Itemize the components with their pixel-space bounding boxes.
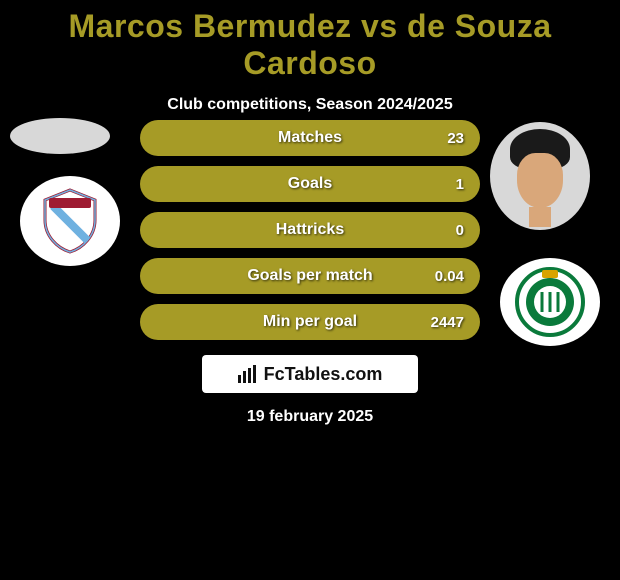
stat-label: Min per goal — [263, 313, 357, 331]
stat-value: 23 — [447, 130, 464, 147]
stat-label: Goals — [288, 175, 332, 193]
stat-value: 0.04 — [435, 268, 464, 285]
comparison-card: Marcos Bermudez vs de Souza Cardoso Club… — [0, 0, 620, 440]
left-player-avatar — [10, 118, 110, 154]
stat-label: Matches — [278, 129, 342, 147]
stat-row-goals: Goals 1 — [140, 166, 480, 202]
stat-value: 1 — [456, 176, 464, 193]
celta-crest-icon — [35, 186, 105, 256]
brand-suffix: Tables.com — [285, 364, 383, 385]
left-club-badge — [20, 176, 120, 266]
stat-row-matches: Matches 23 — [140, 120, 480, 156]
right-player-avatar — [490, 122, 590, 230]
bar-chart-icon — [238, 365, 258, 383]
stat-label: Goals per match — [247, 267, 372, 285]
subtitle: Club competitions, Season 2024/2025 — [0, 96, 620, 114]
page-title: Marcos Bermudez vs de Souza Cardoso — [0, 0, 620, 82]
stat-row-goals-per-match: Goals per match 0.04 — [140, 258, 480, 294]
footer-date: 19 february 2025 — [0, 408, 620, 426]
stat-row-min-per-goal: Min per goal 2447 — [140, 304, 480, 340]
stat-row-hattricks: Hattricks 0 — [140, 212, 480, 248]
stat-value: 0 — [456, 222, 464, 239]
title-text: Marcos Bermudez vs de Souza Cardoso — [69, 8, 552, 81]
brand-prefix: Fc — [264, 364, 285, 385]
stat-label: Hattricks — [276, 221, 344, 239]
stat-bars: Matches 23 Goals 1 Hattricks 0 Goals per… — [140, 120, 480, 350]
betis-crest-icon — [513, 265, 587, 339]
player-face-icon — [505, 131, 575, 221]
brand-box: FcTables.com — [202, 355, 418, 393]
right-club-badge — [500, 258, 600, 346]
stat-value: 2447 — [431, 314, 464, 331]
